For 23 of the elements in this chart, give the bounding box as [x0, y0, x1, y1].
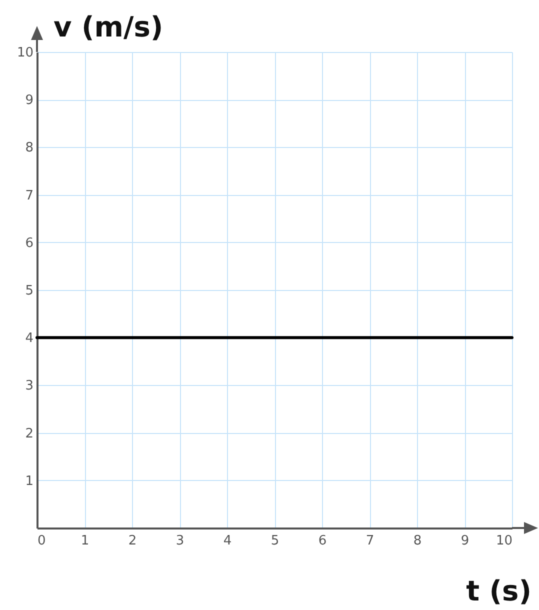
x-tick-label: 4	[223, 534, 232, 548]
x-tick-label: 2	[128, 534, 137, 548]
x-tick-label: 1	[80, 534, 90, 548]
y-tick-label: 8	[25, 140, 34, 156]
x-tick-label: 5	[270, 534, 280, 548]
x-tick-label: 6	[318, 534, 327, 548]
y-tick-label: 5	[25, 284, 34, 298]
x-tick-label: 0	[38, 534, 46, 548]
x-axis-title: t (s)	[466, 574, 532, 608]
y-tick-label: 4	[25, 331, 34, 346]
x-tick-label: 3	[176, 534, 184, 548]
y-tick-label: 7	[25, 188, 34, 204]
x-tick-label: 9	[460, 534, 470, 548]
y-tick-label: 10	[16, 46, 34, 60]
y-tick-label: 6	[25, 236, 34, 251]
x-tick-label: 7	[366, 534, 374, 548]
x-tick-label: 8	[413, 534, 422, 548]
y-tick-label: 3	[25, 378, 34, 394]
x-tick-label: 10	[496, 534, 512, 548]
y-axis-title: v (m/s)	[54, 10, 164, 44]
y-tick-label: 2	[25, 426, 34, 442]
y-tick-label: 9	[25, 93, 34, 108]
y-tick-label: 1	[25, 474, 34, 489]
